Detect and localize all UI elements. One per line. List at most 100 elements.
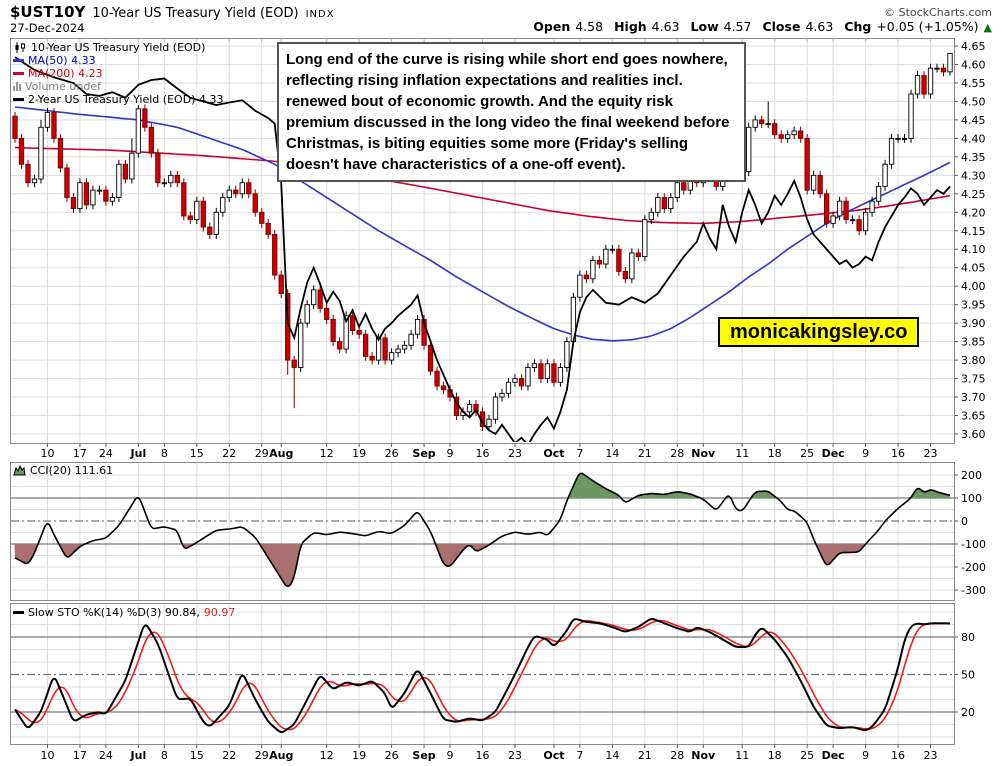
axis-tick-label: 4.50 <box>961 95 986 108</box>
axis-tick-label: 4.60 <box>961 58 986 71</box>
axis-tick-label: Aug <box>269 749 293 762</box>
axis-tick-label: 3.80 <box>961 354 986 367</box>
symbol-label: $UST10Y <box>10 3 86 21</box>
gridlines <box>11 39 954 744</box>
axis-tick-label: Sep <box>412 749 435 762</box>
change-up-icon: ▲ <box>983 21 992 34</box>
axis-tick-label: 80 <box>961 631 975 644</box>
axis-tick-label: 3.95 <box>961 299 986 312</box>
candlestick-icon <box>15 42 25 53</box>
axis-tick-label: 4.35 <box>961 151 986 164</box>
axis-tick-label: 0 <box>961 515 968 528</box>
open-label: Open <box>533 19 571 34</box>
legend-price-label: 10-Year US Treasury Yield (EOD) <box>31 41 206 54</box>
axis-tick-label: 12 <box>320 749 334 762</box>
axis-tick-label: 14 <box>605 447 619 460</box>
sto-line-icon <box>13 611 24 614</box>
two-year-line-icon <box>13 98 24 101</box>
ma50-line <box>14 106 951 342</box>
chart-date: 27-Dec-2024 <box>10 21 85 35</box>
axis-tick-label: -200 <box>961 561 986 574</box>
axis-tick-label: 19 <box>352 749 366 762</box>
cci-legend: CCI(20) 111.61 <box>13 464 113 477</box>
axis-tick-label: 26 <box>385 749 399 762</box>
sto-series <box>14 618 951 734</box>
axis-tick-label: 4.05 <box>961 262 986 275</box>
axis-labels: 4.65 4.60 4.55 4.50 4.45 4.40 4.35 4.30 4.25 4.20… <box>40 38 986 762</box>
axis-tick-label: 7 <box>576 447 583 460</box>
axis-tick-label: 3.60 <box>961 428 986 441</box>
axis-tick-label: Dec <box>822 447 845 460</box>
change-label: Chg <box>844 19 872 34</box>
watermark-badge[interactable]: monicakingsley.co <box>718 317 920 347</box>
candlestick-series <box>12 52 953 432</box>
axis-tick-label: 19 <box>352 447 366 460</box>
axis-tick-label: 16 <box>476 749 490 762</box>
legend-row-ma50: MA(50) 4.33 <box>13 54 223 67</box>
ma200-line-icon <box>13 72 24 75</box>
axis-tick-label: 25 <box>800 447 814 460</box>
sto-legend-label-red: 90.97 <box>203 606 236 619</box>
axis-tick-label: Oct <box>543 447 564 460</box>
axis-tick-label: 15 <box>190 749 204 762</box>
axis-tick-label: 29 <box>255 447 269 460</box>
axis-tick-label: Dec <box>822 749 845 762</box>
axis-tick-label: 4.15 <box>961 225 986 238</box>
legend-2year-label: 2-Year US Treasury Yield (EOD) 4.33 <box>28 93 224 106</box>
axis-tick-label: 9 <box>447 749 454 762</box>
axis-tick-label: 11 <box>735 749 749 762</box>
high-label: High <box>614 19 647 34</box>
ma50-line-icon <box>13 59 24 62</box>
axis-tick-label: 25 <box>800 749 814 762</box>
axis-tick-label: 3.70 <box>961 391 986 404</box>
cci-line <box>14 472 951 588</box>
axis-tick-label: 16 <box>891 447 905 460</box>
axis-tick-label: 28 <box>670 447 684 460</box>
axis-tick-label: 3.85 <box>961 336 986 349</box>
legend-row-price: 10-Year US Treasury Yield (EOD) <box>13 41 223 54</box>
axis-tick-label: 18 <box>768 749 782 762</box>
axis-tick-label: 4.30 <box>961 169 986 182</box>
axis-tick-label: 23 <box>508 447 522 460</box>
axis-tick-label: Sep <box>412 447 435 460</box>
axis-tick-label: 4.65 <box>961 40 986 53</box>
axis-tick-label: 21 <box>638 749 652 762</box>
axis-tick-label: 23 <box>508 749 522 762</box>
axis-tick-label: 23 <box>924 749 938 762</box>
axis-tick-label: 24 <box>99 749 113 762</box>
axis-tick-label: -300 <box>961 584 986 597</box>
high-value: 4.63 <box>651 19 680 34</box>
axis-tick-label: 4.20 <box>961 206 986 219</box>
axis-tick-label: 12 <box>320 447 334 460</box>
axis-tick-label: 8 <box>161 447 168 460</box>
axis-tick-label: 3.65 <box>961 410 986 423</box>
cci-series <box>14 472 951 588</box>
two-year-series <box>14 56 951 442</box>
axis-tick-label: 21 <box>638 447 652 460</box>
axis-tick-label: 7 <box>576 749 583 762</box>
exchange-label: INDX <box>305 9 335 20</box>
axis-tick-label: Aug <box>269 447 293 460</box>
axis-tick-label: 11 <box>735 447 749 460</box>
low-label: Low <box>690 19 719 34</box>
axis-tick-label: 50 <box>961 669 975 682</box>
axis-tick-label: 200 <box>961 469 982 482</box>
axis-tick-label: 17 <box>73 447 87 460</box>
axis-tick-label: 3.90 <box>961 317 986 330</box>
ma200-series <box>14 146 951 225</box>
page-title: 10-Year US Treasury Yield (EOD) <box>92 6 299 21</box>
axis-tick-label: 3.75 <box>961 373 986 386</box>
axis-tick-label: 15 <box>190 447 204 460</box>
axis-tick-label: 29 <box>255 749 269 762</box>
axis-tick-label: 10 <box>40 749 54 762</box>
axis-tick-label: 16 <box>476 447 490 460</box>
legend-row-2year: 2-Year US Treasury Yield (EOD) 4.33 <box>13 93 223 106</box>
two-year-line <box>14 56 951 442</box>
stockcharts-copyright: © StockCharts.com <box>884 6 992 19</box>
axis-tick-label: 9 <box>447 447 454 460</box>
axis-tick-label: 100 <box>961 492 982 505</box>
axis-tick-label: 4.40 <box>961 132 986 145</box>
axis-tick-label: 20 <box>961 706 975 719</box>
